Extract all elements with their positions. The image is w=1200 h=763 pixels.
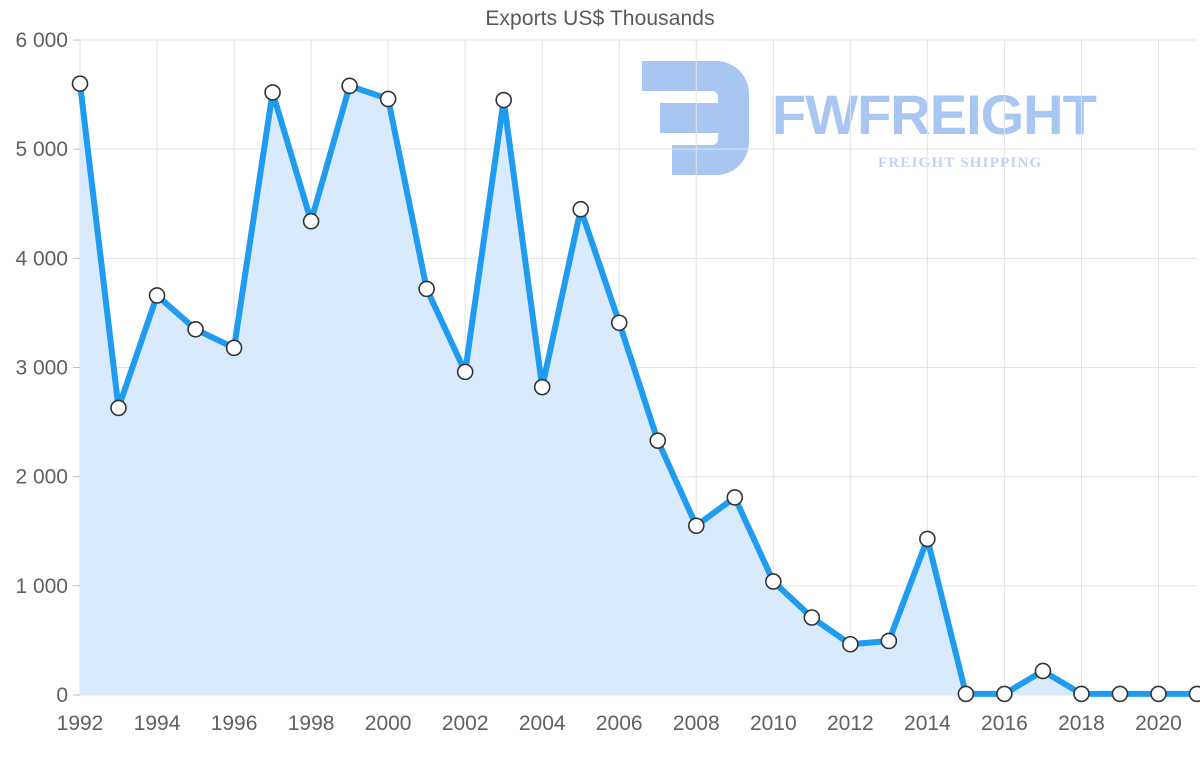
svg-text:2006: 2006 bbox=[596, 712, 643, 735]
svg-text:2016: 2016 bbox=[981, 712, 1028, 735]
svg-text:4 000: 4 000 bbox=[15, 247, 68, 270]
chart-title: Exports US$ Thousands bbox=[485, 7, 715, 30]
svg-text:2010: 2010 bbox=[750, 712, 797, 735]
svg-text:2018: 2018 bbox=[1058, 712, 1105, 735]
svg-text:1 000: 1 000 bbox=[15, 575, 68, 598]
svg-text:6 000: 6 000 bbox=[15, 29, 68, 52]
svg-text:2004: 2004 bbox=[519, 712, 566, 735]
svg-text:1996: 1996 bbox=[211, 712, 258, 735]
svg-text:2 000: 2 000 bbox=[15, 466, 68, 489]
data-point-markers bbox=[71, 75, 1200, 703]
x-axis-tick-labels: 1992 1994 1996 1998 2000 2002 2004 2006 2008 2010… bbox=[57, 712, 1182, 735]
svg-text:0: 0 bbox=[56, 684, 68, 707]
svg-text:1998: 1998 bbox=[288, 712, 335, 735]
svg-text:2002: 2002 bbox=[442, 712, 489, 735]
svg-text:2012: 2012 bbox=[827, 712, 874, 735]
svg-text:2014: 2014 bbox=[904, 712, 951, 735]
svg-text:2020: 2020 bbox=[1135, 712, 1182, 735]
svg-text:1992: 1992 bbox=[57, 712, 104, 735]
svg-text:5 000: 5 000 bbox=[15, 138, 68, 161]
svg-text:1994: 1994 bbox=[134, 712, 181, 735]
svg-text:2000: 2000 bbox=[365, 712, 412, 735]
svg-text:2008: 2008 bbox=[673, 712, 720, 735]
y-axis-tick-labels: 0 1 000 2 000 3 000 4 000 5 000 6 000 bbox=[15, 29, 80, 707]
svg-text:3 000: 3 000 bbox=[15, 357, 68, 380]
